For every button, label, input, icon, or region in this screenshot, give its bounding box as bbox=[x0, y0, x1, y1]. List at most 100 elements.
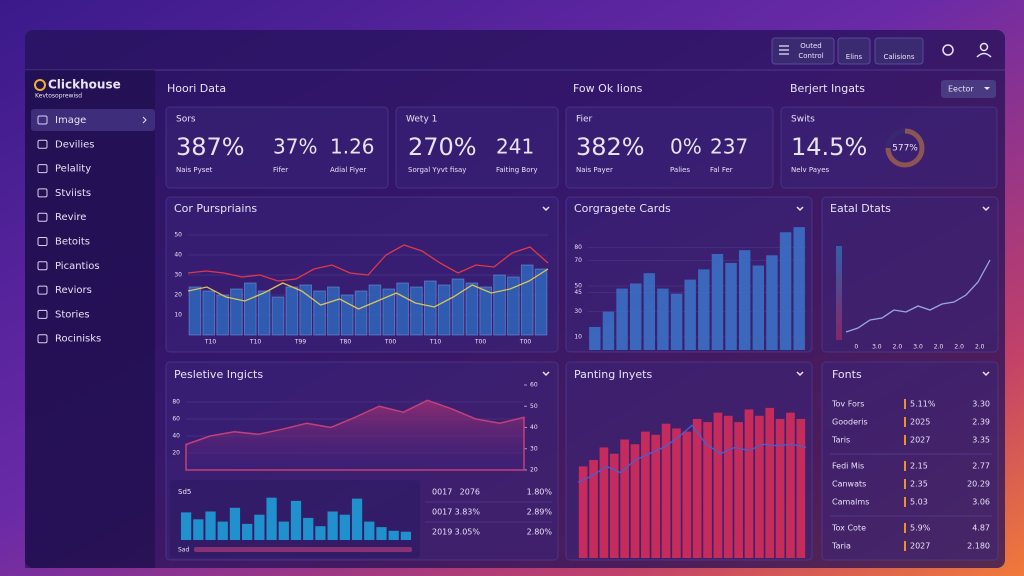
nav-item[interactable]: Pelality bbox=[55, 164, 91, 175]
bar bbox=[620, 439, 629, 558]
bar bbox=[437, 284, 451, 336]
bar bbox=[242, 523, 253, 540]
list-marker bbox=[904, 479, 906, 489]
section-title: Fow Ok Iions bbox=[573, 82, 643, 95]
nav-icon bbox=[37, 115, 48, 125]
x-tick-label: 2.0 bbox=[975, 344, 985, 351]
list-value: 3.30 bbox=[972, 400, 990, 409]
bar bbox=[493, 274, 506, 336]
kpi-label: Faiting Bory bbox=[496, 166, 538, 174]
bar bbox=[520, 264, 534, 336]
nav-icon bbox=[37, 309, 48, 319]
nav-item[interactable]: Revire bbox=[55, 212, 86, 223]
bar bbox=[479, 286, 493, 336]
list-name: Taris bbox=[831, 436, 850, 445]
nav-icon bbox=[37, 334, 48, 344]
bar bbox=[396, 282, 409, 336]
kpi-value: 0% bbox=[670, 135, 702, 159]
chevron[interactable] bbox=[542, 371, 550, 377]
bar bbox=[755, 415, 764, 558]
chevron[interactable] bbox=[542, 206, 550, 212]
button-label: Control bbox=[798, 52, 823, 60]
nav-item[interactable]: Betoits bbox=[55, 237, 90, 248]
nav-arrow bbox=[142, 116, 147, 124]
list-value: 2.180 bbox=[967, 542, 990, 551]
chevron[interactable] bbox=[796, 206, 804, 212]
menu-icon[interactable] bbox=[779, 45, 789, 55]
bar bbox=[257, 290, 271, 336]
nav-icon bbox=[37, 237, 48, 246]
bar bbox=[271, 296, 285, 336]
topbar-button[interactable] bbox=[837, 37, 871, 65]
list-name: Fedi Mis bbox=[832, 462, 864, 471]
y2-tick-label: 40 bbox=[530, 424, 538, 431]
y-tick-label: 30 bbox=[174, 272, 182, 279]
list-marker bbox=[904, 461, 906, 471]
brand-logo bbox=[34, 79, 46, 91]
list-value: 2027 bbox=[910, 542, 930, 551]
table-cell: 2.89% bbox=[527, 508, 553, 517]
kpi-value: 1.26 bbox=[330, 135, 375, 159]
list-value: 4.87 bbox=[972, 524, 990, 533]
y2-tick-label: 20 bbox=[530, 467, 538, 474]
y-tick-label: 80 bbox=[574, 244, 582, 251]
topbar-button[interactable] bbox=[874, 37, 924, 65]
list-marker bbox=[904, 497, 906, 507]
bar bbox=[734, 422, 743, 558]
y-tick-label: 20 bbox=[172, 450, 180, 457]
nav-item[interactable]: Stviists bbox=[55, 188, 91, 199]
bar bbox=[602, 311, 615, 350]
bar bbox=[616, 288, 628, 350]
bar bbox=[752, 265, 765, 350]
chevron[interactable] bbox=[982, 371, 990, 377]
x-tick-label: T00 bbox=[519, 339, 531, 346]
bar bbox=[351, 498, 363, 540]
button-label: Calisions bbox=[883, 53, 914, 61]
bar bbox=[290, 500, 302, 540]
topbar-button[interactable] bbox=[771, 37, 835, 65]
button-label: Elins bbox=[846, 53, 863, 61]
bar bbox=[354, 290, 368, 336]
button-label: Outed bbox=[800, 42, 821, 50]
nav-item[interactable]: Stories bbox=[55, 309, 90, 320]
brand: Clickhouse bbox=[48, 78, 121, 92]
bar bbox=[672, 428, 681, 558]
chevron[interactable] bbox=[796, 371, 804, 377]
nav-active bbox=[31, 109, 155, 131]
nav-item[interactable]: Rocinisks bbox=[55, 334, 101, 345]
line bbox=[187, 244, 549, 282]
user-icon[interactable] bbox=[979, 42, 989, 52]
nav-item[interactable]: Devilies bbox=[55, 139, 94, 150]
bar bbox=[534, 268, 548, 336]
bar bbox=[339, 514, 350, 540]
chevron[interactable] bbox=[982, 206, 990, 212]
chart-title: Eatal Dtats bbox=[830, 202, 891, 215]
y-tick-label: 10 bbox=[574, 334, 582, 341]
bar bbox=[641, 431, 650, 558]
bar bbox=[682, 431, 692, 558]
bar bbox=[779, 232, 792, 350]
list-value: 2027 bbox=[910, 436, 930, 445]
dropdown[interactable] bbox=[941, 80, 996, 98]
bar bbox=[285, 286, 299, 336]
bar bbox=[698, 269, 710, 350]
bar bbox=[327, 511, 338, 540]
kpi-title: Sors bbox=[176, 115, 196, 125]
nav-item[interactable]: Image bbox=[55, 115, 86, 126]
list-name: Taria bbox=[831, 542, 851, 551]
table-cell: 3.05% bbox=[455, 528, 481, 537]
kpi-label: Adial Fiyer bbox=[330, 166, 366, 174]
user-icon-body bbox=[976, 52, 992, 58]
kpi-value: 270% bbox=[408, 133, 477, 161]
nav-item[interactable]: Picantios bbox=[55, 261, 100, 272]
nav-item[interactable]: Reviors bbox=[55, 285, 92, 296]
search-icon[interactable] bbox=[942, 44, 954, 56]
x-tick-label: 0 bbox=[854, 344, 858, 351]
list-name: Camalms bbox=[832, 498, 869, 507]
bar bbox=[364, 521, 375, 540]
bar bbox=[725, 262, 737, 350]
list-name: Tox Cote bbox=[831, 524, 866, 533]
chart-label: Sd5 bbox=[178, 488, 191, 496]
y-tick-label: 45 bbox=[574, 289, 582, 296]
y-tick-label: 10 bbox=[174, 312, 182, 319]
